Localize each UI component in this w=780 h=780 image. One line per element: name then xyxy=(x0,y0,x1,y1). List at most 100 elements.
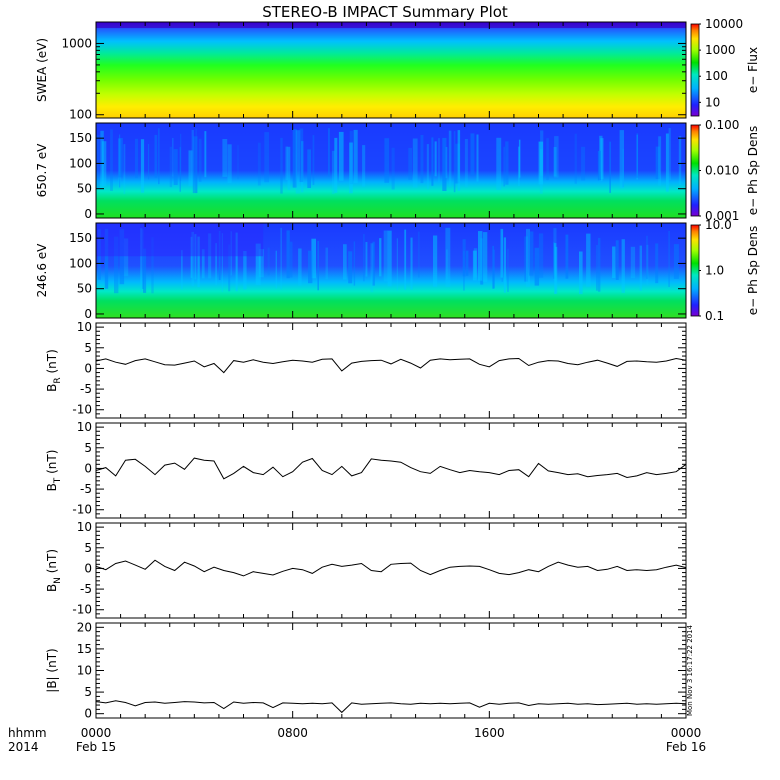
heatmap-streak xyxy=(301,141,304,193)
heatmap-streak xyxy=(363,234,365,282)
heatmap-streak xyxy=(396,238,398,291)
y-tick-label: 50 xyxy=(77,282,92,296)
x-tick-label: 0000 xyxy=(671,726,702,740)
heatmap-streak xyxy=(387,230,392,287)
heatmap-streak xyxy=(180,133,182,181)
heatmap-streak xyxy=(192,136,198,194)
heatmap-streak xyxy=(215,243,217,286)
y-tick-label: 100 xyxy=(69,108,92,122)
y-axis-label: BR (nT) xyxy=(45,349,63,392)
heatmap-streak xyxy=(442,137,447,191)
heatmap-streak xyxy=(646,235,648,279)
panel-pad246: 0 50 100 150 246.6 eV 0.1 1.0 10.0 e− Ph Sp Dens xyxy=(35,218,760,323)
heatmap-streak xyxy=(255,243,261,285)
x-row2-label: 2014 xyxy=(8,740,39,754)
y-tick-label: 100 xyxy=(69,256,92,270)
colorbar-tick-label: 10 xyxy=(705,95,720,109)
heatmap-streak xyxy=(668,231,670,287)
heatmap-streak xyxy=(500,228,504,278)
heatmap-streak xyxy=(118,138,123,178)
heatmap-streak xyxy=(197,236,200,288)
heatmap-pad650 xyxy=(96,123,686,218)
colorbar-pad246 xyxy=(690,224,700,317)
heatmap-streak xyxy=(518,146,520,186)
heatmap-streak xyxy=(431,137,434,186)
heatmap-streak xyxy=(630,246,636,279)
timestamp: Mon Nov 3 16:17:22 2014 xyxy=(686,624,694,716)
heatmap-streak xyxy=(434,141,437,177)
heatmap-streak xyxy=(619,130,624,189)
heatmap-streak xyxy=(507,248,509,292)
heatmap-streak xyxy=(237,145,239,180)
y-tick-label: 150 xyxy=(69,131,92,145)
heatmap-streak xyxy=(292,129,297,188)
panel-frame xyxy=(95,522,687,619)
y-tick-label: 10 xyxy=(77,664,92,678)
heatmap-streak xyxy=(586,233,591,287)
heatmap-streak xyxy=(135,138,138,179)
heatmap-streak xyxy=(538,233,544,278)
heatmap-streak xyxy=(455,143,460,184)
heatmap-streak xyxy=(445,227,451,287)
y-tick-label: 150 xyxy=(69,231,92,245)
heatmap-streak xyxy=(258,249,264,278)
heatmap-streak xyxy=(472,250,477,281)
heatmap-streak xyxy=(622,149,624,188)
heatmap-streak xyxy=(476,134,479,182)
heatmap-streak xyxy=(621,239,625,293)
heatmap-streak xyxy=(308,250,313,284)
heatmap-streak xyxy=(227,144,232,184)
colorbar-tick-label: 10.0 xyxy=(705,218,732,232)
colorbar-tick-label: 10000 xyxy=(705,17,743,31)
heatmap-streak xyxy=(179,146,181,192)
heatmap-streak xyxy=(334,137,338,193)
heatmap-streak xyxy=(529,231,534,276)
y-tick-label: 10 xyxy=(77,520,92,534)
heatmap-streak xyxy=(221,233,223,293)
heatmap-streak xyxy=(158,128,160,185)
heatmap-streak xyxy=(462,239,466,277)
heatmap-streak xyxy=(349,142,353,194)
heatmap-streak xyxy=(298,248,302,286)
y-tick-label: 20 xyxy=(77,620,92,634)
heatmap-streak xyxy=(194,234,197,280)
heatmap-streak xyxy=(195,128,197,193)
heatmap-streak xyxy=(538,141,544,185)
heatmap-streak xyxy=(410,237,413,290)
x-date-label: Feb 16 xyxy=(666,740,706,754)
heatmap-streak xyxy=(505,141,509,185)
y-tick-label: 5 xyxy=(84,541,92,555)
colorbar-tick-label: 1000 xyxy=(705,43,736,57)
heatmap-streak xyxy=(612,246,616,278)
heatmap-streak xyxy=(289,241,293,278)
heatmap-streak xyxy=(370,243,374,293)
heatmap-streak xyxy=(492,245,494,289)
y-tick-label: 0 xyxy=(84,361,92,375)
heatmap-streak xyxy=(365,242,368,277)
heatmap-streak xyxy=(285,146,288,181)
heatmap-streak xyxy=(581,146,586,181)
y-tick-label: 0 xyxy=(84,707,92,721)
series-line-bmag xyxy=(95,700,687,714)
heatmap-streak xyxy=(343,244,347,280)
heatmap-streak xyxy=(470,133,475,176)
heatmap-streak xyxy=(275,250,277,289)
heatmap-streak xyxy=(331,150,335,194)
heatmap-streak xyxy=(372,241,375,286)
heatmap-streak xyxy=(280,227,282,290)
heatmap-streak xyxy=(438,138,440,182)
heatmap-streak xyxy=(201,249,205,279)
x-tick-label: 0000 xyxy=(81,726,112,740)
heatmap-streak xyxy=(418,231,420,278)
heatmap-streak xyxy=(100,130,104,188)
heatmap-streak xyxy=(596,245,598,291)
heatmap-streak xyxy=(482,232,488,282)
heatmap-streak xyxy=(457,130,461,191)
heatmap-streak xyxy=(412,138,418,188)
panel-bn: -10 -5 0 5 10 BN (nT) xyxy=(45,520,687,619)
heatmap-streak xyxy=(325,247,328,280)
heatmap-streak xyxy=(554,136,559,178)
heatmap-streak xyxy=(267,247,270,276)
heatmap-streak xyxy=(191,130,194,186)
